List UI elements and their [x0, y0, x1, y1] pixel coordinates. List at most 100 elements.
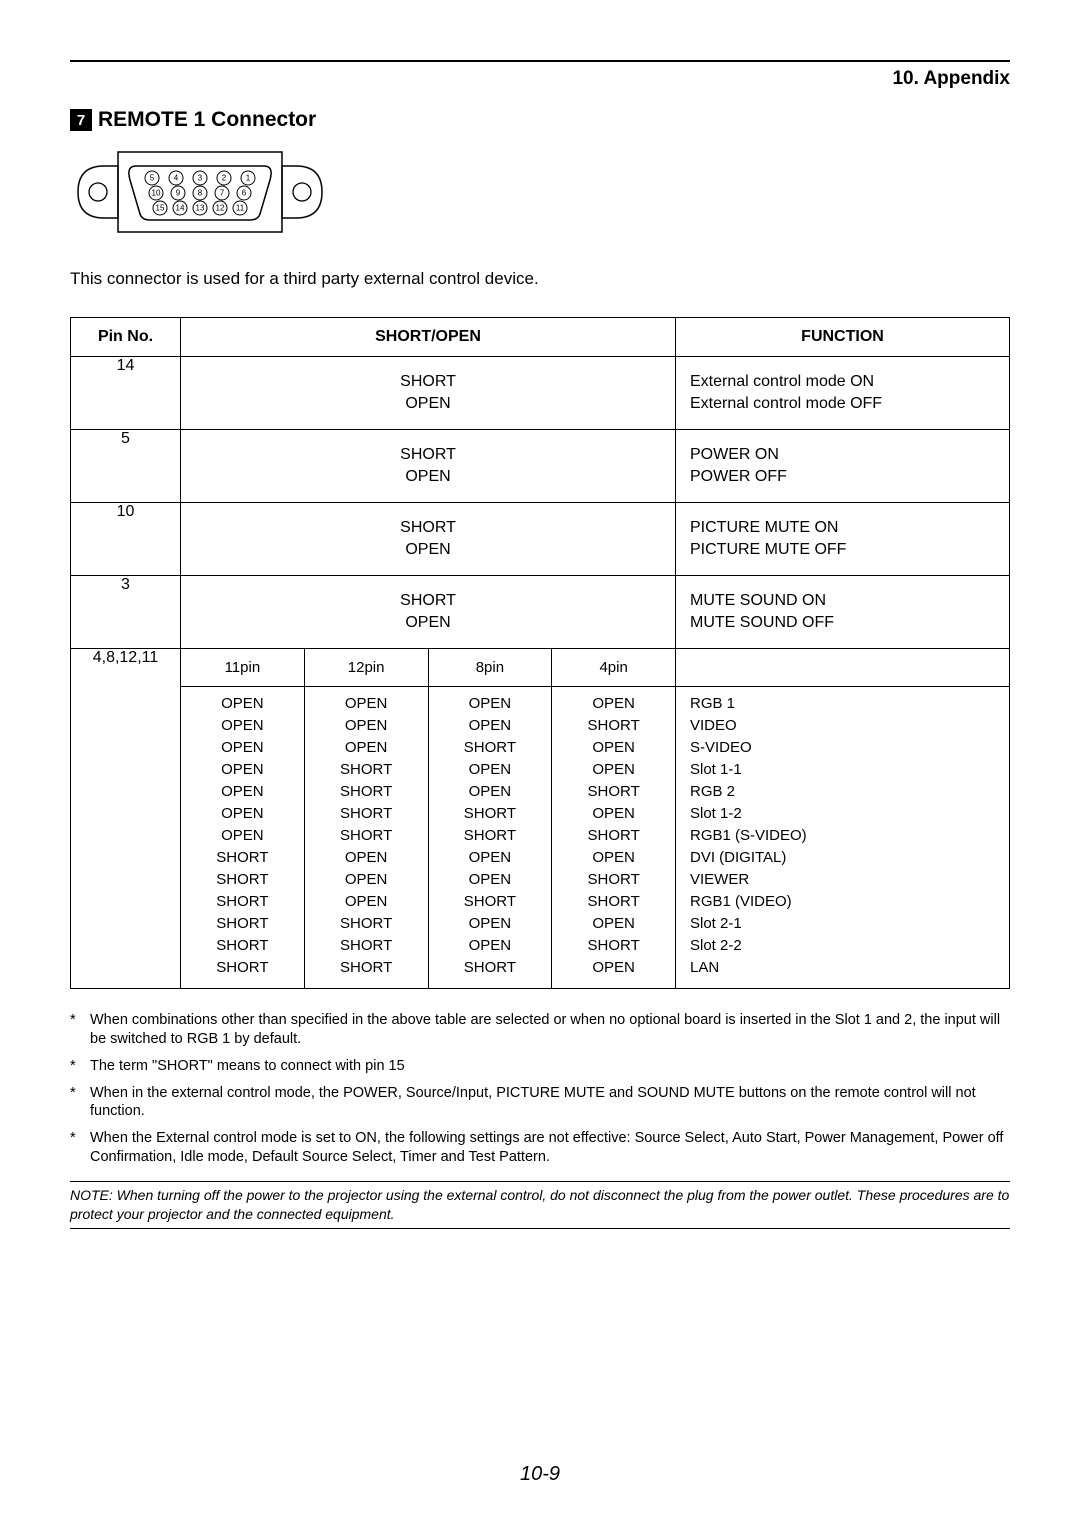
matrix-cell: OPEN — [345, 717, 388, 734]
matrix-function: S-VIDEO — [690, 739, 1009, 756]
svg-text:1: 1 — [246, 174, 251, 183]
matrix-cell: SHORT — [340, 827, 392, 844]
matrix-cell: SHORT — [216, 893, 268, 910]
matrix-cell: OPEN — [221, 761, 264, 778]
matrix-cell: SHORT — [464, 893, 516, 910]
matrix-cell: OPEN — [469, 849, 512, 866]
matrix-function: RGB1 (S-VIDEO) — [690, 827, 1009, 844]
matrix-pin-cell: 4,8,12,11 — [71, 649, 181, 989]
function-value: MUTE SOUND OFF — [690, 614, 834, 632]
matrix-cell: OPEN — [592, 959, 635, 976]
matrix-cell: OPEN — [592, 805, 635, 822]
section-title: 7 REMOTE 1 Connector — [70, 108, 1010, 132]
matrix-cell: SHORT — [340, 937, 392, 954]
svg-text:13: 13 — [196, 204, 205, 213]
svg-text:9: 9 — [176, 189, 181, 198]
matrix-function: RGB1 (VIDEO) — [690, 893, 1009, 910]
footnote-text: When combinations other than specified i… — [90, 1011, 1010, 1049]
matrix-col-head: 4pin — [552, 649, 675, 687]
matrix-cell: OPEN — [221, 827, 264, 844]
header-chapter: 10. Appendix — [70, 68, 1010, 90]
asterisk: * — [70, 1084, 80, 1122]
matrix-cell: OPEN — [592, 761, 635, 778]
matrix-cell: OPEN — [345, 739, 388, 756]
matrix-cell: OPEN — [592, 915, 635, 932]
table-row-pin: 14 — [71, 357, 181, 430]
table-row-pin: 5 — [71, 430, 181, 503]
matrix-cell: OPEN — [469, 915, 512, 932]
matrix-cell: SHORT — [588, 937, 640, 954]
function-value: PICTURE MUTE ON — [690, 519, 838, 537]
matrix-cell: OPEN — [469, 783, 512, 800]
matrix-cell: OPEN — [469, 717, 512, 734]
svg-text:4: 4 — [174, 174, 179, 183]
short-open-value: SHORT — [400, 519, 456, 537]
matrix-cell: SHORT — [216, 871, 268, 888]
matrix-cell: SHORT — [464, 805, 516, 822]
matrix-cell: SHORT — [340, 761, 392, 778]
footnotes: * When combinations other than specified … — [70, 1011, 1010, 1167]
matrix-cell: SHORT — [340, 915, 392, 932]
matrix-cell: SHORT — [216, 915, 268, 932]
matrix-cell: SHORT — [464, 739, 516, 756]
matrix-cell: OPEN — [469, 871, 512, 888]
matrix-function: Slot 1-2 — [690, 805, 1009, 822]
svg-text:3: 3 — [198, 174, 203, 183]
matrix-function: Slot 1-1 — [690, 761, 1009, 778]
function-value: External control mode OFF — [690, 395, 882, 413]
matrix-cell: SHORT — [464, 959, 516, 976]
th-func: FUNCTION — [676, 318, 1010, 357]
matrix-cell: OPEN — [221, 739, 264, 756]
matrix-cell: SHORT — [588, 893, 640, 910]
connector-description: This connector is used for a third party… — [70, 269, 1010, 289]
svg-text:5: 5 — [150, 174, 155, 183]
matrix-function: DVI (DIGITAL) — [690, 849, 1009, 866]
matrix-col-head: 11pin — [181, 649, 304, 687]
matrix-function: VIDEO — [690, 717, 1009, 734]
matrix-cell: OPEN — [221, 695, 264, 712]
matrix-cell: OPEN — [221, 783, 264, 800]
matrix-cell: SHORT — [588, 783, 640, 800]
matrix-cell: OPEN — [592, 739, 635, 756]
short-open-value: OPEN — [405, 614, 450, 632]
footnote-text: The term "SHORT" means to connect with p… — [90, 1057, 405, 1076]
th-short: SHORT/OPEN — [181, 318, 676, 357]
matrix-cell: OPEN — [345, 871, 388, 888]
matrix-function: RGB 1 — [690, 695, 1009, 712]
matrix-col-head: 12pin — [305, 649, 428, 687]
matrix-cell: OPEN — [469, 761, 512, 778]
function-value: PICTURE MUTE OFF — [690, 541, 846, 559]
svg-text:8: 8 — [198, 189, 203, 198]
matrix-cell: SHORT — [464, 827, 516, 844]
matrix-cell: OPEN — [592, 849, 635, 866]
function-value: POWER OFF — [690, 468, 787, 486]
matrix-col-head: 8pin — [429, 649, 552, 687]
short-open-value: OPEN — [405, 541, 450, 559]
matrix-cell: SHORT — [216, 937, 268, 954]
asterisk: * — [70, 1057, 80, 1076]
connector-diagram: 5 4 3 2 1 10 9 8 7 6 15 14 13 12 11 — [70, 146, 330, 246]
function-value: MUTE SOUND ON — [690, 592, 826, 610]
footnote-text: When the External control mode is set to… — [90, 1129, 1010, 1167]
matrix-cell: OPEN — [221, 717, 264, 734]
section-number-box: 7 — [70, 109, 92, 131]
matrix-cell: OPEN — [345, 695, 388, 712]
matrix-function: Slot 2-1 — [690, 915, 1009, 932]
matrix-function: VIEWER — [690, 871, 1009, 888]
function-value: POWER ON — [690, 446, 779, 464]
matrix-cell: OPEN — [469, 695, 512, 712]
short-open-value: OPEN — [405, 395, 450, 413]
matrix-function: RGB 2 — [690, 783, 1009, 800]
matrix-function: LAN — [690, 959, 1009, 976]
matrix-cell: SHORT — [340, 805, 392, 822]
section-title-text: REMOTE 1 Connector — [98, 108, 316, 132]
svg-text:6: 6 — [242, 189, 247, 198]
note-block: NOTE: When turning off the power to the … — [70, 1181, 1010, 1229]
matrix-cell: OPEN — [469, 937, 512, 954]
svg-text:15: 15 — [156, 204, 165, 213]
matrix-cell: SHORT — [340, 959, 392, 976]
matrix-cell: SHORT — [588, 871, 640, 888]
matrix-cell: SHORT — [340, 783, 392, 800]
th-pin: Pin No. — [71, 318, 181, 357]
matrix-cell: SHORT — [588, 717, 640, 734]
